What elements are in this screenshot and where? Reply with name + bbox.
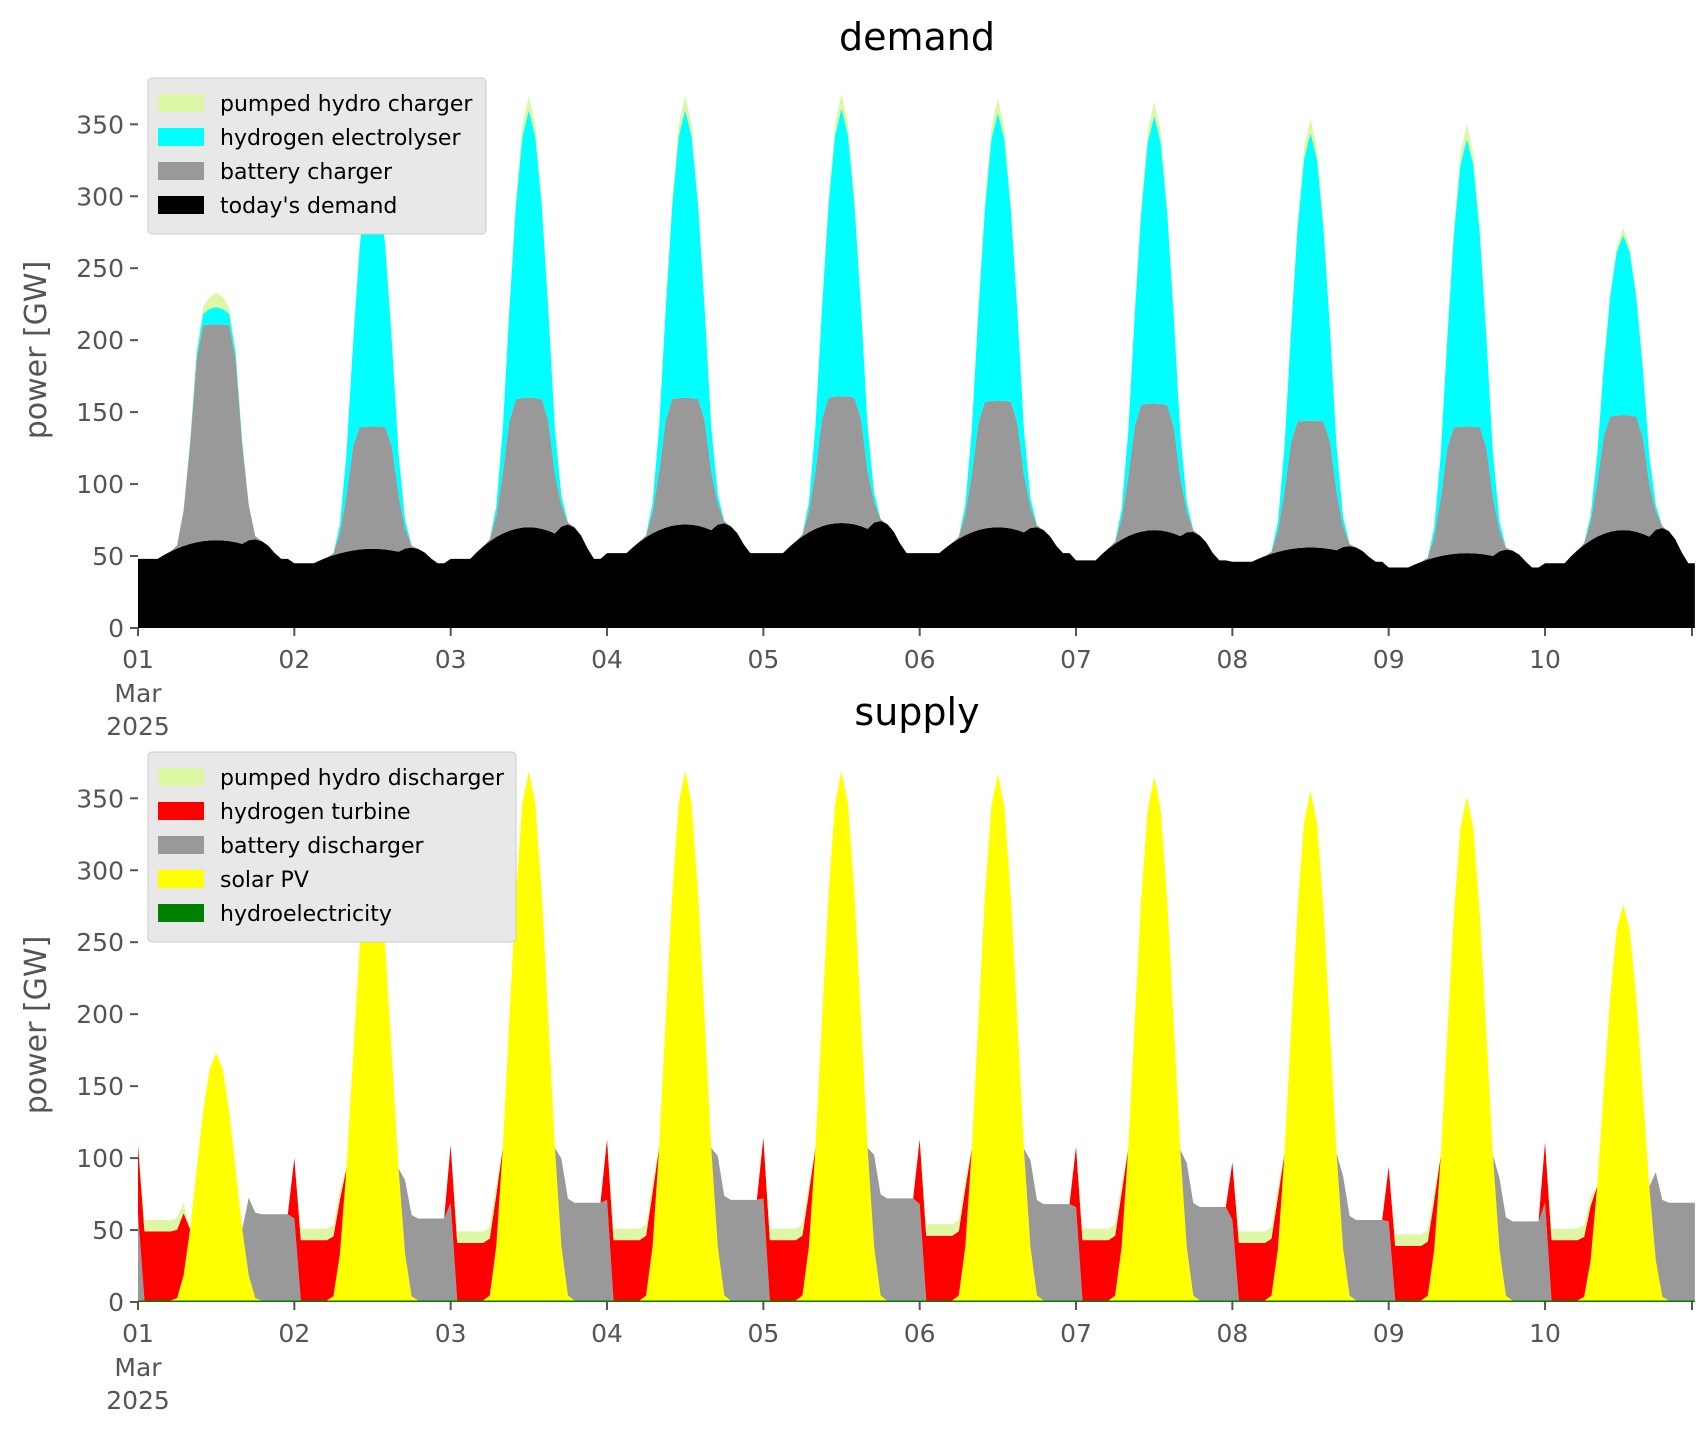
y-axis-label: power [GW] xyxy=(19,936,54,1115)
legend-label: battery discharger xyxy=(220,834,425,859)
area-today-s-demand xyxy=(138,521,1695,628)
x-tick-label: 03 xyxy=(435,645,467,674)
x-tick-label: 08 xyxy=(1216,1319,1248,1348)
x-tick-label: 10 xyxy=(1529,1319,1561,1348)
legend-swatch xyxy=(158,904,204,922)
x-tick-sublabel: Mar xyxy=(114,1353,162,1382)
legend-swatch xyxy=(158,870,204,888)
axes: 0 50 100 150 200 250 300 350 01 02 03 04 05 06 07 08 09 1… xyxy=(76,784,1693,1415)
x-tick-label: 02 xyxy=(278,645,310,674)
x-tick-label: 01 xyxy=(122,645,154,674)
x-tick-sublabel: 2025 xyxy=(106,1386,170,1415)
y-tick-label: 250 xyxy=(76,928,124,957)
legend-swatch xyxy=(158,196,204,214)
legend-label: today's demand xyxy=(220,194,397,219)
y-tick-label: 200 xyxy=(76,326,124,355)
legend-swatch xyxy=(158,94,204,112)
legend-box xyxy=(147,751,517,943)
x-tick-label: 04 xyxy=(591,645,623,674)
y-tick-label: 0 xyxy=(108,614,124,643)
demand-panel: demand power [GW] 0501001502002503003500… xyxy=(19,15,1695,741)
y-tick-label: 100 xyxy=(76,470,124,499)
y-tick-label: 300 xyxy=(76,182,124,211)
y-axis-label: power [GW] xyxy=(19,261,54,440)
y-tick-label: 250 xyxy=(76,254,124,283)
axes: 0 50 100 150 200 250 300 350 01 02 03 04 05 06 07 08 09 1… xyxy=(76,110,1693,741)
x-tick-label: 06 xyxy=(904,645,936,674)
x-tick-label: 05 xyxy=(747,645,779,674)
x-tick-label: 07 xyxy=(1060,1319,1092,1348)
y-tick-label: 200 xyxy=(76,1000,124,1029)
legend: pumped hydro discharger hydrogen turbine b… xyxy=(147,751,517,943)
legend-label: solar PV xyxy=(220,868,309,893)
x-tick-label: 08 xyxy=(1216,645,1248,674)
x-tick-label: 04 xyxy=(591,1319,623,1348)
legend-swatch xyxy=(158,802,204,820)
y-tick-label: 0 xyxy=(108,1288,124,1317)
y-tick-label: 300 xyxy=(76,856,124,885)
x-tick-label: 05 xyxy=(747,1319,779,1348)
stacked-areas xyxy=(138,94,1695,628)
legend-swatch xyxy=(158,128,204,146)
legend-swatch xyxy=(158,768,204,786)
x-tick-label: 09 xyxy=(1373,1319,1405,1348)
y-tick-label: 350 xyxy=(76,784,124,813)
x-tick-label: 01 xyxy=(122,1319,154,1348)
area-solar-pv xyxy=(138,770,1695,1301)
legend-swatch xyxy=(158,836,204,854)
legend-label: hydrogen electrolyser xyxy=(220,126,461,151)
y-tick-label: 50 xyxy=(92,542,124,571)
legend-swatch xyxy=(158,162,204,180)
legend-label: pumped hydro discharger xyxy=(220,766,505,791)
x-tick-label: 06 xyxy=(904,1319,936,1348)
legend-label: battery charger xyxy=(220,160,393,185)
y-tick-label: 50 xyxy=(92,1216,124,1245)
y-tick-label: 150 xyxy=(76,398,124,427)
supply-panel: supply power [GW] 0501001502002503003500… xyxy=(19,690,1695,1415)
area-battery-charger xyxy=(138,324,1695,568)
area-hydroelectricity xyxy=(138,1300,1695,1302)
y-tick-label: 150 xyxy=(76,1072,124,1101)
x-tick-label: 07 xyxy=(1060,645,1092,674)
chart-title: supply xyxy=(854,690,979,734)
legend-box xyxy=(147,77,487,235)
x-tick-sublabel: Mar xyxy=(114,679,162,708)
legend: pumped hydro charger hydrogen electrolyse… xyxy=(147,77,487,235)
legend-label: hydroelectricity xyxy=(220,902,392,927)
area-hydrogen-electrolyser xyxy=(138,108,1695,568)
x-tick-label: 09 xyxy=(1373,645,1405,674)
x-tick-sublabel: 2025 xyxy=(106,712,170,741)
y-tick-label: 350 xyxy=(76,110,124,139)
area-battery-discharger xyxy=(138,770,1695,1301)
legend-label: pumped hydro charger xyxy=(220,92,473,117)
x-tick-label: 02 xyxy=(278,1319,310,1348)
area-hydrogen-turbine xyxy=(138,770,1695,1301)
legend-label: hydrogen turbine xyxy=(220,800,411,825)
x-tick-label: 10 xyxy=(1529,645,1561,674)
y-tick-label: 100 xyxy=(76,1144,124,1173)
stacked-areas xyxy=(138,770,1695,1302)
x-tick-label: 03 xyxy=(435,1319,467,1348)
chart-title: demand xyxy=(839,15,995,59)
